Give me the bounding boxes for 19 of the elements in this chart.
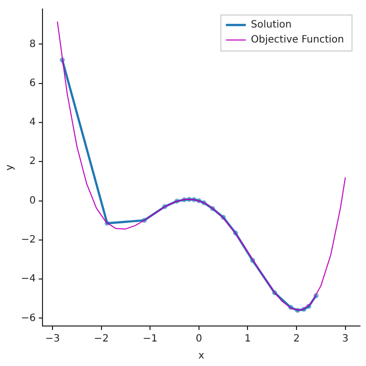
y-tick-label: −2 — [20, 234, 36, 246]
y-tick-label: −4 — [20, 274, 36, 285]
x-tick-label: −1 — [142, 334, 158, 345]
x-tick-label: 0 — [196, 334, 202, 345]
y-tick-label: 0 — [29, 195, 36, 206]
x-tick-label: −2 — [94, 334, 109, 345]
y-tick-label: 8 — [29, 38, 36, 50]
x-tick-label: −3 — [45, 334, 60, 345]
y-tick-label: 6 — [29, 78, 36, 89]
y-tick-label: −6 — [20, 312, 36, 324]
x-tick-label: 3 — [342, 334, 349, 345]
x-tick-label: 2 — [293, 334, 300, 345]
x-tick-label: 1 — [244, 334, 251, 345]
y-axis-title: y — [4, 164, 16, 170]
legend-label: Objective Function — [250, 34, 344, 46]
x-axis-title: x — [198, 350, 204, 362]
legend-label: Solution — [250, 20, 292, 31]
y-tick-label: 2 — [29, 156, 36, 168]
y-tick-label: 4 — [29, 117, 36, 128]
